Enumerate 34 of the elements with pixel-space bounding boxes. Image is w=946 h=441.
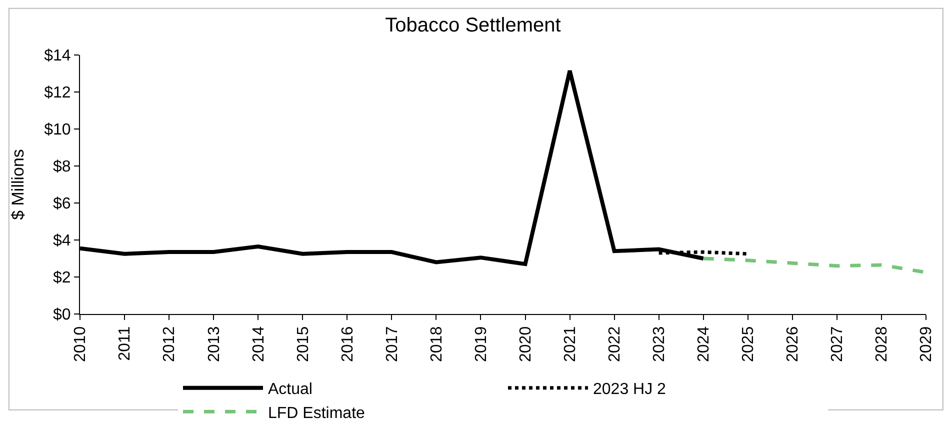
x-tick-label: 2027 bbox=[829, 326, 846, 362]
chart-title: Tobacco Settlement bbox=[385, 14, 562, 37]
x-tick-label: 2014 bbox=[250, 326, 268, 362]
y-tick-label: $4 bbox=[53, 232, 71, 250]
x-tick-label: 2024 bbox=[696, 326, 713, 362]
x-tick-label: 2022 bbox=[606, 326, 624, 362]
x-tick-label: 2023 bbox=[651, 326, 668, 362]
x-tick-label: 2020 bbox=[517, 326, 534, 362]
y-tick-label: $8 bbox=[53, 158, 71, 176]
legend-label: 2023 HJ 2 bbox=[593, 381, 666, 398]
x-tick-label: 2018 bbox=[428, 326, 446, 362]
y-tick-label: $0 bbox=[53, 306, 71, 324]
x-tick-label: 2011 bbox=[116, 326, 134, 361]
x-tick-label: 2019 bbox=[472, 326, 490, 362]
y-axis-title: $ Millions bbox=[8, 149, 28, 220]
x-tick-label: 2012 bbox=[161, 326, 178, 362]
y-tick-label: $14 bbox=[44, 48, 71, 65]
x-tick-label: 2025 bbox=[740, 326, 758, 362]
x-tick-label: 2021 bbox=[562, 326, 579, 362]
x-tick-label: 2017 bbox=[384, 326, 401, 362]
y-tick-label: $12 bbox=[44, 84, 71, 102]
x-tick-label: 2015 bbox=[294, 326, 312, 362]
x-tick-label: 2013 bbox=[206, 326, 223, 362]
x-tick-label: 2029 bbox=[918, 326, 936, 362]
x-tick-label: 2028 bbox=[874, 326, 891, 362]
legend-label: LFD Estimate bbox=[268, 404, 366, 422]
legend-label: Actual bbox=[268, 381, 312, 398]
y-tick-label: $10 bbox=[44, 122, 71, 139]
y-tick-label: $6 bbox=[53, 196, 71, 213]
y-tick-label: $2 bbox=[53, 270, 71, 287]
x-tick-label: 2026 bbox=[784, 326, 802, 362]
line-series bbox=[702, 256, 926, 274]
x-tick-label: 2016 bbox=[339, 326, 356, 362]
x-tick-label: 2010 bbox=[72, 326, 90, 362]
